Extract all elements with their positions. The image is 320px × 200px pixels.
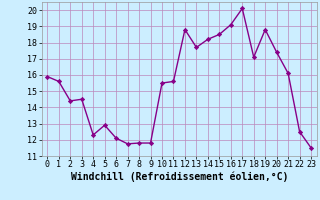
X-axis label: Windchill (Refroidissement éolien,°C): Windchill (Refroidissement éolien,°C) (70, 172, 288, 182)
